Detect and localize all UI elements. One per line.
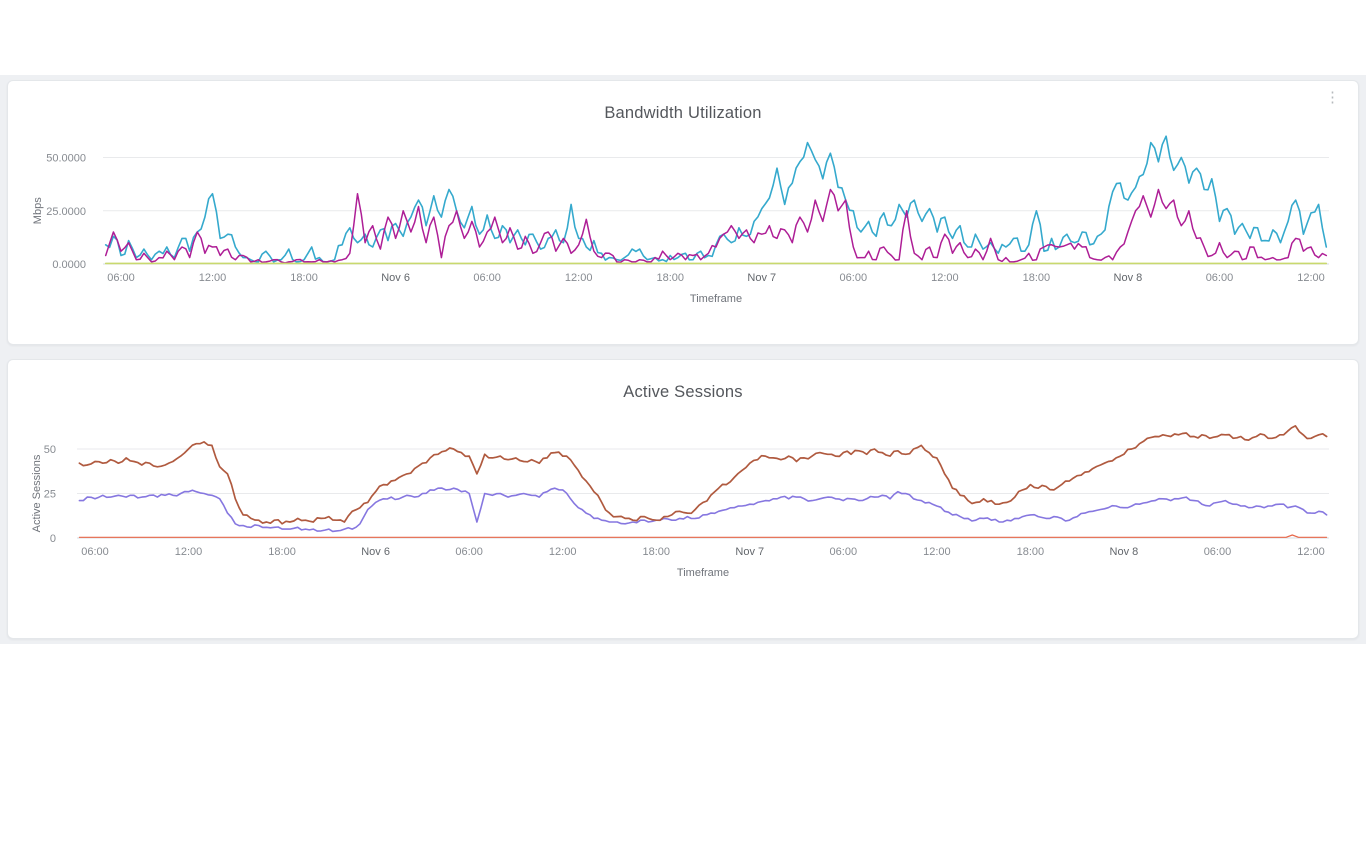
y-tick-label: 0 [50, 533, 56, 545]
x-tick-label: 06:00 [455, 546, 483, 558]
x-tick-label: 18:00 [1017, 546, 1045, 558]
y-tick-label: 25.0000 [46, 206, 86, 218]
x-tick-label: 18:00 [268, 546, 296, 558]
bandwidth-utilization-svg: 0.0000 25.0000 50.0000 06:00 12:00 18:00 Nov 6… [32, 135, 1329, 305]
x-tick-label: 18:00 [642, 546, 670, 558]
x-tick-label: 18:00 [656, 272, 684, 284]
bandwidth-utilization-card: Bandwidth Utilization ⋮ 0.0000 25.0000 50.… [7, 80, 1359, 345]
active-sessions-card: Active Sessions 0 25 50 06:00 12:00 18:00 Nov … [7, 359, 1359, 639]
x-tick-label: 06:00 [81, 546, 109, 558]
x-axis-title: Timeframe [690, 293, 742, 305]
x-tick-label: 12:00 [931, 272, 959, 284]
dashboard: Bandwidth Utilization ⋮ 0.0000 25.0000 50.… [0, 75, 1366, 644]
chart-title-sessions: Active Sessions [623, 383, 743, 401]
y-tick-label: 50 [44, 444, 56, 456]
bandwidth-in-line [104, 135, 1328, 263]
x-tick-label: 12:00 [549, 546, 577, 558]
x-tick-label: 06:00 [473, 272, 501, 284]
x-tick-label: Nov 6 [361, 546, 390, 558]
card-header: Bandwidth Utilization ⋮ [8, 81, 1358, 129]
card-header: Active Sessions [8, 360, 1358, 408]
x-tick-label: 12:00 [1297, 546, 1325, 558]
x-tick-label: Nov 8 [1114, 272, 1143, 284]
card-bottom-spacer [8, 598, 1358, 638]
bandwidth-utilization-chart: 0.0000 25.0000 50.0000 06:00 12:00 18:00 Nov 6… [8, 129, 1356, 344]
x-tick-label: 12:00 [923, 546, 951, 558]
sessions-primary-line [78, 425, 1328, 525]
sessions-baseline-line [78, 534, 1328, 538]
y-axis-title: Active Sessions [31, 454, 43, 532]
active-sessions-svg: 0 25 50 06:00 12:00 18:00 Nov 6 06:00 12:00 18:00… [31, 425, 1329, 579]
x-tick-label: 12:00 [565, 272, 593, 284]
x-tick-label: 06:00 [830, 546, 858, 558]
kebab-menu-icon[interactable]: ⋮ [1321, 90, 1344, 105]
x-tick-label: 06:00 [107, 272, 135, 284]
x-tick-label: Nov 7 [735, 546, 764, 558]
x-tick-label: 12:00 [1297, 272, 1325, 284]
x-tick-label: Nov 7 [747, 272, 776, 284]
sessions-secondary-line [78, 487, 1328, 533]
y-tick-label: 0.0000 [52, 259, 86, 271]
x-tick-label: 06:00 [840, 272, 868, 284]
chart-title-bandwidth: Bandwidth Utilization [604, 104, 762, 122]
y-tick-label: 50.0000 [46, 153, 86, 165]
x-tick-label: Nov 8 [1110, 546, 1139, 558]
x-tick-label: 06:00 [1204, 546, 1232, 558]
y-tick-label: 25 [44, 489, 56, 501]
x-tick-label: 06:00 [1206, 272, 1234, 284]
x-tick-label: 18:00 [290, 272, 318, 284]
active-sessions-chart: 0 25 50 06:00 12:00 18:00 Nov 6 06:00 12:00 18:00… [8, 408, 1356, 598]
bandwidth-out-line [104, 188, 1328, 264]
y-axis-title: Mbps [32, 197, 44, 224]
x-tick-label: Nov 6 [381, 272, 410, 284]
x-tick-label: 12:00 [175, 546, 203, 558]
x-tick-label: 12:00 [199, 272, 227, 284]
x-tick-label: 18:00 [1023, 272, 1051, 284]
x-axis-title: Timeframe [677, 567, 729, 579]
